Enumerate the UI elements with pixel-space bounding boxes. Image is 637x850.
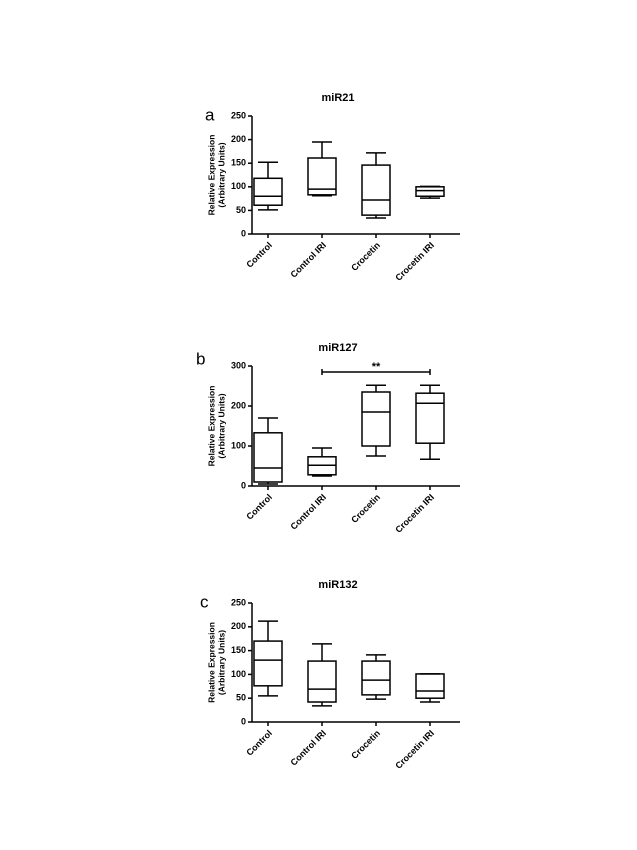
y-axis-label: (Arbitrary Units) [216,142,226,207]
box [253,432,283,483]
box [415,392,445,444]
chart-title: miR127 [318,342,357,354]
box [253,640,283,687]
panel-label: b [196,349,205,368]
box [361,660,391,696]
y-tick-label: 100 [231,669,246,679]
y-tick-label: 200 [231,134,246,144]
y-axis-label: Relative Expression [206,622,216,703]
x-tick-label: Crocetin IRI [393,240,436,283]
y-axis-label: Relative Expression [206,386,216,467]
box [307,660,337,703]
x-tick-label: Crocetin [349,492,382,525]
x-tick-label: Crocetin IRI [393,728,436,771]
y-tick-label: 100 [231,440,246,450]
y-tick-label: 100 [231,181,246,191]
y-tick-label: 50 [236,205,246,215]
x-tick-label: Crocetin [349,728,382,761]
box [415,186,445,197]
chart-title: miR132 [318,579,357,591]
x-tick-label: Control [244,492,274,522]
y-tick-label: 250 [231,597,246,607]
panel-label: c [200,592,209,611]
y-axis-label: (Arbitrary Units) [216,393,226,458]
y-tick-label: 0 [241,716,246,726]
chart-title: miR21 [321,92,354,104]
box [415,673,445,699]
y-tick-label: 300 [231,360,246,370]
y-tick-label: 50 [236,693,246,703]
box [361,164,391,216]
y-tick-label: 200 [231,621,246,631]
x-tick-label: Control IRI [288,492,328,532]
y-tick-label: 0 [241,480,246,490]
y-tick-label: 150 [231,158,246,168]
annotation: ** [372,361,381,373]
y-tick-label: 150 [231,645,246,655]
y-axis-label: (Arbitrary Units) [216,630,226,695]
x-tick-label: Control IRI [288,240,328,280]
x-tick-label: Crocetin IRI [393,492,436,535]
panel-label: a [205,105,215,124]
x-tick-label: Control [244,728,274,758]
x-tick-label: Control [244,240,274,270]
y-axis-label: Relative Expression [206,135,216,216]
y-tick-label: 250 [231,110,246,120]
x-tick-label: Control IRI [288,728,328,768]
y-tick-label: 200 [231,400,246,410]
y-tick-label: 0 [241,228,246,238]
box [361,391,391,447]
x-tick-label: Crocetin [349,240,382,273]
box [253,177,283,206]
box [307,157,337,196]
